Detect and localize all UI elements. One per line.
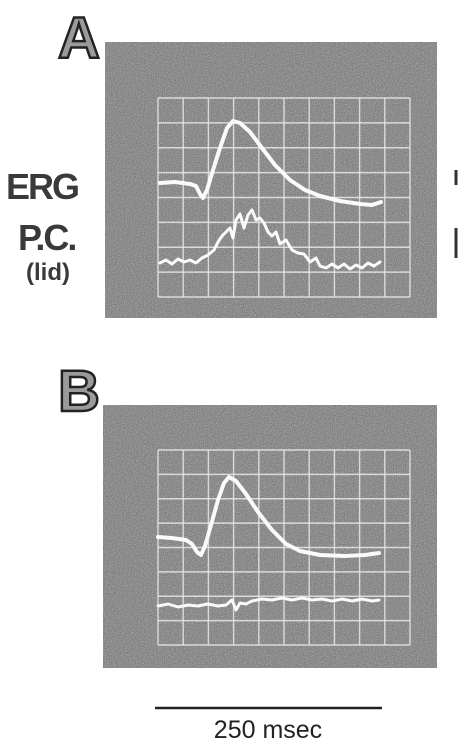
trace-label: P.C. <box>18 217 75 258</box>
page: A ERG P.C. (lid) B 250 msec (() => { con… <box>0 0 461 740</box>
panel-label: B <box>58 359 100 424</box>
scale-label: 250 msec <box>214 716 322 740</box>
panel-label: A <box>58 6 100 71</box>
trace-label: (lid) <box>26 259 70 286</box>
screen-texture <box>103 405 437 668</box>
figure: A ERG P.C. (lid) B 250 msec <box>0 0 461 740</box>
trace-label: ERG <box>6 166 78 207</box>
screen-texture <box>105 42 437 318</box>
